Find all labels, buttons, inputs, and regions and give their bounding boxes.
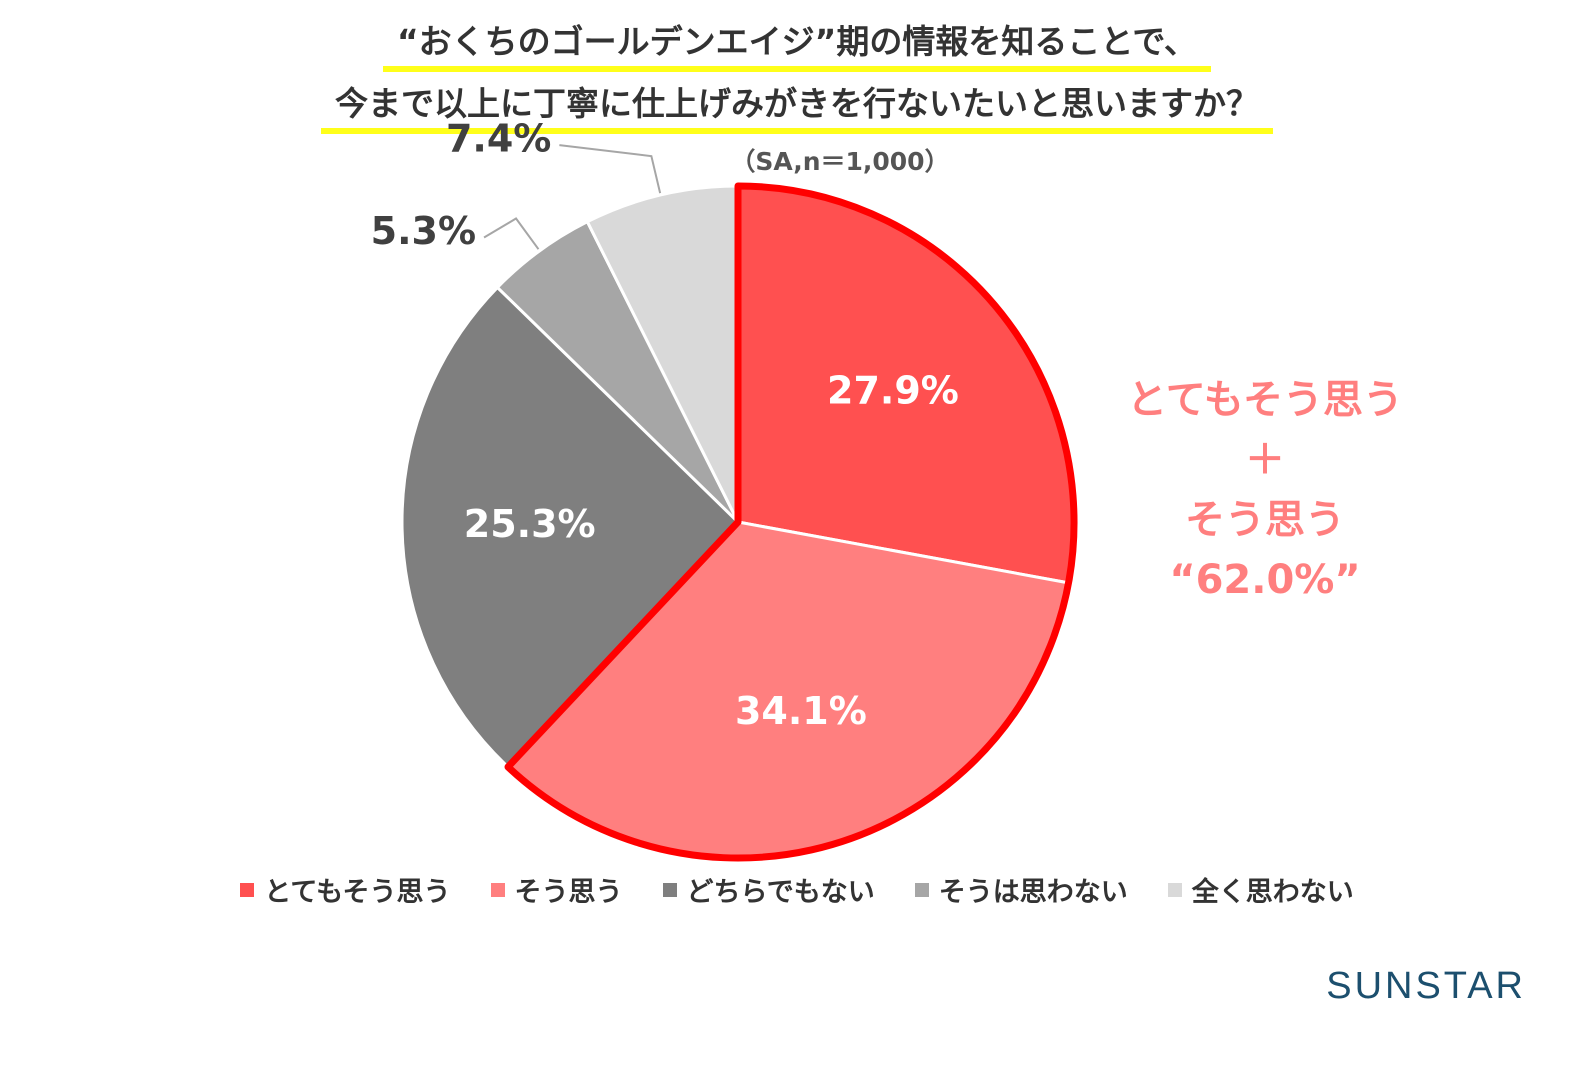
legend-item-4: そうは思わない [914,870,1128,909]
legend-label-4: そうは思わない [938,877,1128,908]
legend-swatch-1 [240,882,255,897]
callout-line-3: そう思う [1185,497,1345,543]
legend-swatch-2 [490,882,505,897]
legend-label-5: 全く思わない [1191,877,1354,908]
slice-label-4: 5.3% [371,209,476,253]
legend-swatch-5 [1167,882,1182,897]
legend-swatch-4 [914,882,929,897]
slice-label-3: 25.3% [464,502,596,546]
highlight-outline [504,182,1078,862]
legend-item-2: そう思う [490,870,623,909]
pie-slice-3 [400,285,741,770]
legend-item-3: どちらでもない [662,870,875,909]
chart-title-text-2: 今まで以上に丁寧に仕上げみがきを行ないたいと思いますか？ [321,84,1273,134]
leader-line-4 [483,217,540,250]
legend-item-5: 全く思わない [1167,870,1354,909]
pie-slice-5 [585,184,740,523]
slice-label-5: 7.4% [446,117,551,161]
callout-line-2: ＋ [1245,437,1285,483]
legend-label-3: どちらでもない [686,877,875,908]
slice-label-2: 34.1% [735,689,867,733]
chart-title-line-1: “おくちのゴールデンエイジ”期の情報を知ることで、 [0,22,1594,72]
chart-title-text-1: “おくちのゴールデンエイジ”期の情報を知ることで、 [382,22,1212,72]
highlight-callout: とてもそう思う ＋ そう思う “62.0%” [1115,370,1415,610]
slice-label-1: 27.9% [827,369,959,413]
legend-label-1: とてもそう思う [264,877,451,908]
legend-item-1: とてもそう思う [240,870,451,909]
legend-swatch-3 [662,882,677,897]
callout-value: “62.0%” [1169,557,1361,603]
sunstar-logo: SUNSTAR [1326,965,1526,1007]
chart-legend: とてもそう思う そう思う どちらでもない そうは思わない 全く思わない [0,870,1594,909]
leader-line-5 [559,144,662,194]
legend-label-2: そう思う [514,877,623,908]
chart-title-line-2: 今まで以上に丁寧に仕上げみがきを行ないたいと思いますか？ [0,84,1594,134]
chart-subtitle: （SA,n＝1,000） [730,147,950,176]
callout-line-1: とてもそう思う [1127,377,1403,423]
